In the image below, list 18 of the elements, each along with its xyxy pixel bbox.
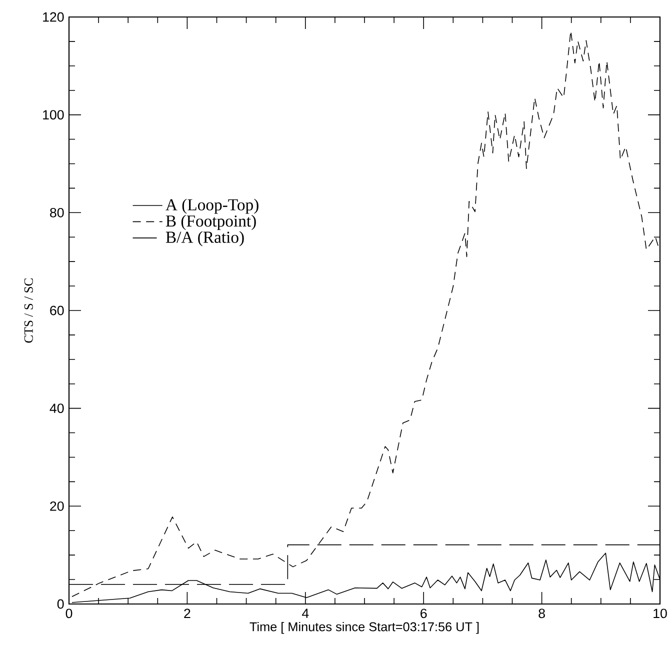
legend-label: B (Footpoint) xyxy=(166,214,256,230)
y-axis-title: CTS / S / SC xyxy=(24,278,33,343)
x-tick-label: 4 xyxy=(302,608,309,618)
y-tick-label: 0 xyxy=(57,599,64,609)
x-tick-label: 2 xyxy=(184,608,190,618)
x-tick-label: 10 xyxy=(654,608,667,618)
y-tick-label: 100 xyxy=(43,110,64,120)
y-tick-label: 20 xyxy=(50,501,64,511)
legend-label: A (Loop-Top) xyxy=(166,198,258,214)
y-tick-label: 80 xyxy=(50,208,64,218)
x-tick-label: 0 xyxy=(66,608,72,618)
x-axis-title: Time [ Minutes since Start=03:17:56 UT ] xyxy=(250,622,479,634)
y-tick-label: 120 xyxy=(43,12,64,22)
x-tick-label: 8 xyxy=(538,608,545,618)
y-tick-label: 40 xyxy=(50,404,64,414)
x-tick-label: 6 xyxy=(420,608,427,618)
y-tick-label: 60 xyxy=(50,306,64,316)
legend-label: B/A (Ratio) xyxy=(166,231,244,246)
